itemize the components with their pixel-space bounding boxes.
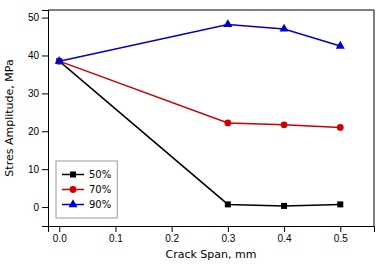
tick-label: 10 <box>28 164 40 175</box>
tick-mark <box>284 226 285 232</box>
line <box>59 61 340 127</box>
chart-container: 0.0 0.1 0.2 0.3 0.4 0.5 0 10 20 30 40 50 Crack Span,… <box>0 0 386 264</box>
x-axis-title: Crack Span, mm <box>166 248 257 261</box>
tick-label: 30 <box>28 88 40 99</box>
line <box>59 61 340 206</box>
legend-box <box>56 161 117 218</box>
marker <box>223 19 232 27</box>
marker <box>281 203 287 209</box>
tick: 0.0 <box>53 226 67 244</box>
series <box>56 58 343 209</box>
tick: 0.4 <box>278 226 292 244</box>
tick-mark <box>42 169 48 170</box>
legend-label: 70% <box>89 184 111 195</box>
tick-mark <box>115 226 116 232</box>
x-axis: 0.0 0.1 0.2 0.3 0.4 0.5 <box>49 226 375 244</box>
tick-mark <box>42 55 48 56</box>
marker <box>280 24 289 32</box>
legend-label: 90% <box>89 199 111 210</box>
frame-right <box>374 10 375 226</box>
tick: 40 <box>28 50 48 61</box>
marker <box>55 56 64 64</box>
tick: 10 <box>28 164 48 175</box>
tick: 50 <box>28 12 48 23</box>
tick: 0.5 <box>334 226 348 244</box>
tick-label: 50 <box>28 12 40 23</box>
legend-marker <box>68 199 77 207</box>
tick: 0.3 <box>221 226 235 244</box>
tick-label: 0.1 <box>109 233 123 244</box>
tick: 0 <box>33 202 48 213</box>
tick-label: 20 <box>28 126 40 137</box>
legend-marker <box>70 186 77 193</box>
chart: 0.0 0.1 0.2 0.3 0.4 0.5 0 10 20 30 40 50 Crack Span,… <box>0 0 386 264</box>
marker <box>225 201 231 207</box>
marker <box>336 41 345 49</box>
marker <box>337 201 343 207</box>
series <box>55 19 345 64</box>
marker <box>281 121 288 128</box>
tick-mark <box>42 18 48 19</box>
tick-label: 40 <box>28 50 40 61</box>
legend-label: 50% <box>89 169 111 180</box>
tick-mark <box>228 226 229 232</box>
legend-item: 50% <box>62 169 111 180</box>
tick-mark <box>42 131 48 132</box>
tick: 0.2 <box>165 226 179 244</box>
axis-line <box>42 11 49 227</box>
legend-item: 70% <box>62 184 111 195</box>
marker <box>224 120 231 127</box>
tick-label: 0.5 <box>334 233 348 244</box>
tick-mark <box>42 93 48 94</box>
tick-label: 0.3 <box>221 233 235 244</box>
tick: 0.1 <box>109 226 123 244</box>
line <box>59 24 340 61</box>
tick: 20 <box>28 126 48 137</box>
tick: 30 <box>28 88 48 99</box>
tick-mark <box>172 226 173 232</box>
tick-label: 0 <box>33 202 39 213</box>
tick-mark <box>340 226 341 232</box>
legend-marker <box>70 172 76 178</box>
legend: 50% 70% 90% <box>56 161 117 218</box>
legend-item: 90% <box>62 199 111 210</box>
marker <box>337 124 344 131</box>
tick-label: 0.0 <box>53 233 67 244</box>
series <box>56 58 344 131</box>
tick-mark <box>59 226 60 232</box>
y-axis-title: Stres Amplitude, MPa <box>3 59 16 176</box>
axis-line <box>49 227 375 233</box>
tick-label: 0.2 <box>165 233 179 244</box>
tick-mark <box>42 207 48 208</box>
tick-label: 0.4 <box>278 233 292 244</box>
frame-top <box>48 10 374 11</box>
y-axis: 0 10 20 30 40 50 <box>28 11 49 227</box>
